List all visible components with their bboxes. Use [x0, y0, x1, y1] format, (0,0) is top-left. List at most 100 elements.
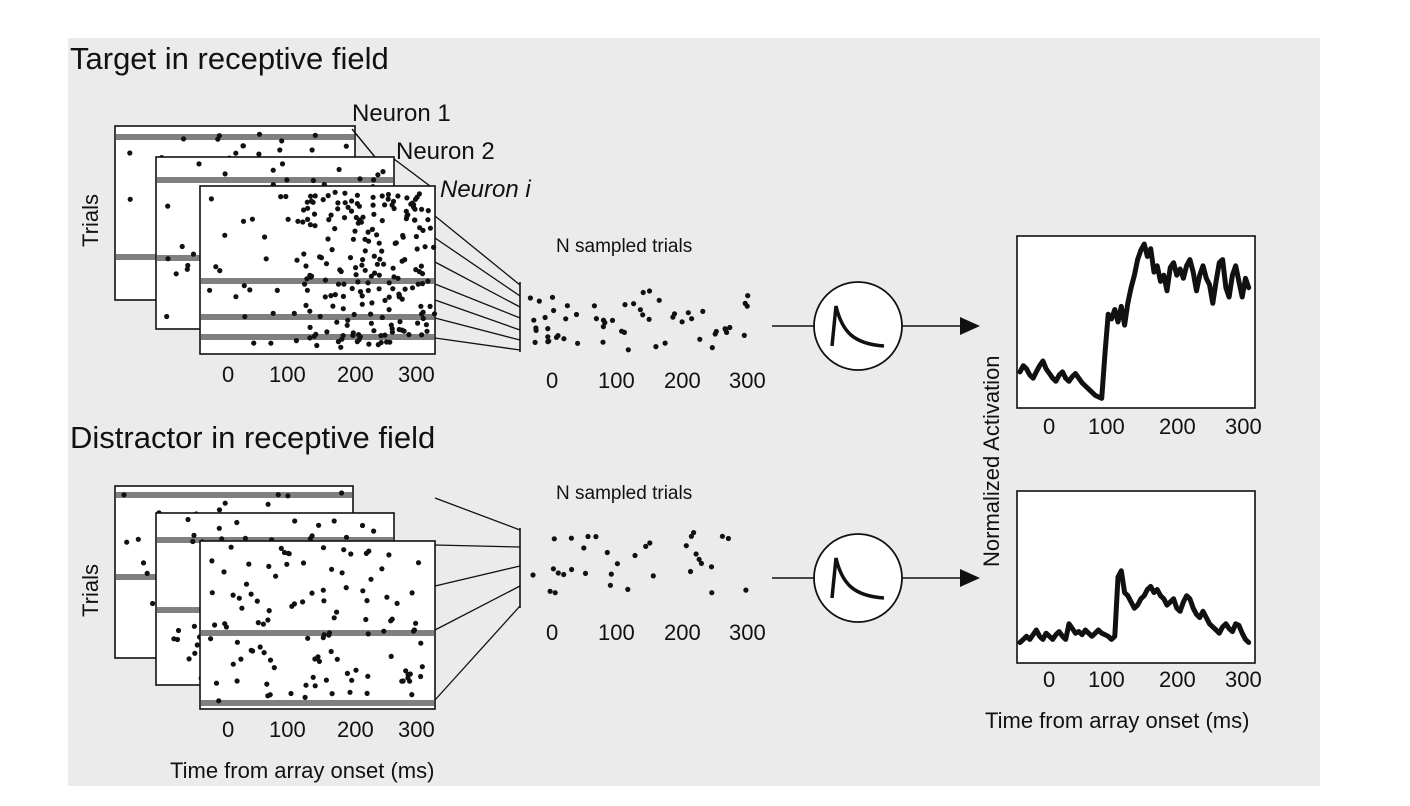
raster-bottom-neuron-i-spike: [329, 566, 335, 572]
raster-bottom-neuron-i-spike: [303, 682, 309, 688]
raster-top-neuron-1-spike: [309, 147, 315, 153]
raster-top-neuron-i-spike: [335, 200, 341, 206]
raster-top-neuron-i-spike: [347, 255, 354, 261]
fan-line-top: [434, 237, 521, 297]
raster-bottom-neuron-2-spike: [191, 532, 197, 539]
activation-line-distractor: [1017, 568, 1252, 645]
raster-bottom-neuron-i-spike: [381, 628, 387, 634]
raster-top-neuron-i-spike: [222, 232, 228, 238]
raster-top-neuron-i-spike: [368, 311, 374, 317]
raster-top-neuron-1-spike: [256, 131, 263, 137]
raster-top-neuron-i-spike: [301, 207, 307, 213]
sampled-spike-top: [573, 311, 580, 318]
raster-top-neuron-i-spike: [340, 293, 346, 299]
raster-top-neuron-i-spike: [304, 276, 310, 282]
sampled-spike-bottom: [569, 566, 575, 573]
raster-top-neuron-i: [199, 185, 438, 355]
raster-top-neuron-i-spike: [365, 229, 371, 235]
raster-bottom-neuron-i-spike: [221, 569, 227, 575]
kernel-curve-top: [830, 305, 885, 348]
sampled-spike-top: [600, 324, 607, 330]
raster-top-neuron-i-spike: [374, 261, 380, 267]
raster-top-neuron-i-spike: [399, 258, 405, 264]
raster-bottom-neuron-2-spike: [292, 518, 298, 524]
raster-top-neuron-i-spike: [420, 227, 426, 233]
section-title-distractor: Distractor in receptive field: [70, 420, 436, 455]
raster-top-neuron-1-spike: [279, 138, 285, 144]
raster-bottom-neuron-i-spike: [243, 581, 250, 587]
connector-layer: [351, 128, 521, 701]
sampled-spike-bottom: [688, 533, 695, 539]
raster-bottom-neuron-i-spike: [312, 656, 318, 662]
sampled-spike-bottom: [604, 549, 610, 556]
raster-top-neuron-i-spike: [391, 274, 397, 280]
sampled-spike-top: [723, 327, 729, 333]
raster-bottom-neuron-1-spike: [339, 490, 345, 496]
raster-bottom-neuron-i-spike: [320, 587, 326, 593]
fan-line-bottom: [434, 585, 521, 631]
raster-top-neuron-i-spike: [332, 292, 338, 298]
sampled-spike-bottom: [555, 570, 561, 576]
raster-top-neuron-i-spike: [413, 233, 419, 240]
raster-top-neuron-i-spike: [324, 329, 330, 335]
raster-top-neuron-i-spike: [402, 286, 408, 292]
raster-top-neuron-i-spike: [406, 332, 412, 338]
raster-bottom-tick-100: 100: [269, 717, 306, 742]
raster-bottom-neuron-i-spike: [409, 590, 415, 596]
raster-bottom-neuron-2-spike: [316, 522, 322, 528]
raster-bottom-neuron-i-spike: [360, 588, 366, 594]
sampled-spike-top: [653, 344, 659, 350]
raster-top-neuron-i-spike: [369, 300, 375, 306]
sampled-spike-bottom: [582, 570, 589, 577]
raster-bottom-neuron-i-spike: [230, 592, 236, 598]
raster-bottom-neuron-i-spike: [260, 621, 266, 627]
activation-bottom-tick-200: 200: [1159, 667, 1196, 692]
raster-bottom-neuron-1-spike: [216, 507, 223, 513]
raster-top-neuron-i-spike: [341, 215, 348, 221]
kernel-circle-top: [813, 281, 903, 371]
kernel-layer: [527, 281, 980, 623]
activation-chart-distractor: [1016, 490, 1256, 664]
sampled-spike-bottom: [614, 561, 621, 567]
raster-bottom-neuron-i-spike: [329, 691, 335, 697]
raster-top-neuron-i-spike: [388, 322, 394, 328]
raster-top-neuron-i-spike: [382, 297, 388, 303]
sampled-spike-bottom: [643, 543, 649, 550]
sampled-spike-bottom: [725, 535, 732, 542]
sampled-spike-top: [679, 319, 685, 325]
raster-top-neuron-i-spike: [241, 283, 247, 289]
sampled-spike-top: [600, 339, 606, 345]
sampled-spike-top: [671, 311, 678, 317]
raster-bottom-neuron-i-spike: [415, 560, 422, 566]
sampled-spike-top: [545, 334, 551, 340]
raster-top-neuron-i-spike: [332, 189, 338, 195]
raster-top-neuron-i-spike: [325, 193, 331, 199]
raster-top-neuron-i-spike: [358, 219, 364, 225]
raster-bottom-neuron-i-spike: [238, 656, 244, 662]
raster-top-neuron-i-spike: [419, 332, 425, 338]
raster-bottom-neuron-i-spike: [208, 636, 214, 642]
fan-line-bottom: [434, 605, 521, 701]
raster-top-neuron-i-spike: [425, 217, 431, 223]
sampled-bottom-tick-200: 200: [664, 620, 701, 645]
activation-top-tick-300: 300: [1225, 414, 1262, 439]
raster-bottom-neuron-i-spike: [328, 648, 334, 655]
raster-top-neuron-i-spike: [418, 263, 424, 269]
raster-top-neuron-i-spike: [376, 240, 382, 246]
raster-top-neuron-i-spike: [307, 335, 313, 341]
raster-bottom-tick-200: 200: [337, 717, 374, 742]
raster-top-neuron-i-spike: [294, 257, 300, 263]
raster-bottom-neuron-i-spike: [250, 648, 256, 654]
raster-bottom-neuron-2-trial-bar: [157, 537, 393, 543]
raster-bottom-neuron-i-spike: [403, 668, 409, 674]
raster-top-neuron-i-spike: [397, 319, 403, 325]
sampled-spike-top: [700, 308, 706, 314]
raster-top-neuron-2-spike: [185, 262, 191, 269]
raster-bottom-neuron-i-spike: [316, 658, 322, 665]
raster-top-tick-300: 300: [398, 362, 435, 387]
sampled-spike-top: [727, 324, 733, 331]
raster-top-neuron-i-spike: [425, 208, 431, 214]
activation-bottom-tick-300: 300: [1225, 667, 1262, 692]
raster-bottom-neuron-i-spike: [339, 570, 345, 576]
raster-top-neuron-i-spike: [242, 314, 248, 320]
